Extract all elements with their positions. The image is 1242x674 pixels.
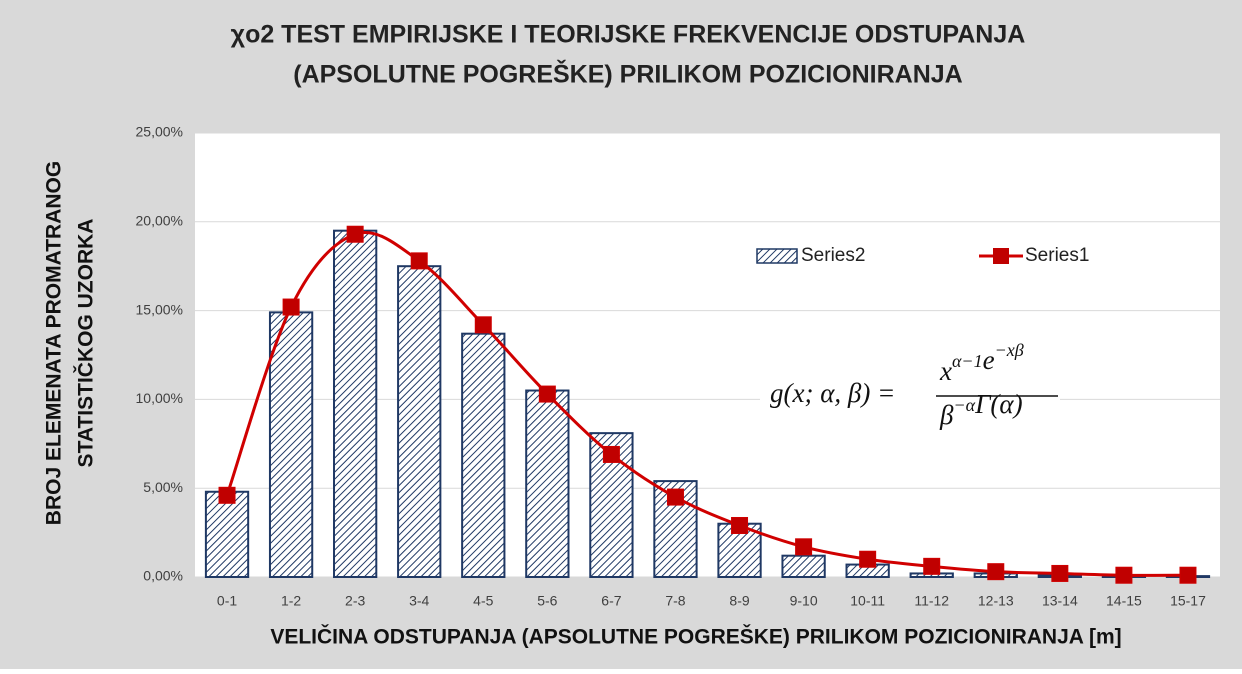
formula: g(x; α, β) =xα−1e−xββ−αΓ(α) <box>760 340 1060 442</box>
legend-label: Series1 <box>1025 245 1089 266</box>
x-tick-label: 4-5 <box>473 593 493 609</box>
formula-box <box>760 352 1060 442</box>
y-axis-title: BROJ ELEMENATA PROMATRANOG <box>43 161 66 525</box>
y-tick-label: 25,00% <box>136 124 183 140</box>
x-tick-label: 10-11 <box>850 593 885 609</box>
marker <box>1051 564 1069 582</box>
bar <box>781 554 826 578</box>
x-tick-label: 12-13 <box>978 593 1014 609</box>
x-axis-title: VELIČINA ODSTUPANJA (APSOLUTNE POGREŠKE)… <box>270 625 1121 649</box>
x-tick-label: 2-3 <box>345 593 365 609</box>
bar <box>333 229 378 578</box>
x-tick-label: 0-1 <box>217 593 237 609</box>
marker <box>731 516 749 534</box>
x-tick-label: 13-14 <box>1042 593 1078 609</box>
legend-swatch <box>756 248 798 264</box>
x-tick-label: 8-9 <box>729 593 749 609</box>
marker <box>1115 566 1133 584</box>
bar <box>461 332 506 578</box>
chart-title: χo2 TEST EMPIRIJSKE I TEORIJSKE FREKVENC… <box>231 21 1026 49</box>
math-sup: −xβ <box>995 340 1024 360</box>
x-tick-label: 14-15 <box>1106 593 1142 609</box>
marker <box>666 488 684 506</box>
legend-label: Series2 <box>801 245 865 266</box>
x-tick-label: 5-6 <box>537 593 557 609</box>
math-base: x <box>939 356 952 386</box>
marker <box>859 550 877 568</box>
y-tick-label: 5,00% <box>143 479 183 495</box>
marker <box>538 385 556 403</box>
marker <box>474 316 492 334</box>
x-tick-label: 3-4 <box>409 593 429 609</box>
y-tick-label: 20,00% <box>136 213 183 229</box>
marker <box>1179 566 1197 584</box>
y-tick-label: 10,00% <box>136 390 183 406</box>
x-tick-label: 7-8 <box>665 593 685 609</box>
formula-denominator: β−αΓ(α) <box>939 389 1023 430</box>
x-tick-label: 6-7 <box>601 593 621 609</box>
formula-lhs: g(x; α, β) = <box>770 378 895 408</box>
math-base: β <box>939 400 954 430</box>
math-base: e <box>983 345 995 375</box>
x-tick-label: 11-12 <box>914 593 949 609</box>
marker <box>410 252 428 270</box>
y-axis-title: STATISTIČKOG UZORKA <box>74 219 98 468</box>
x-tick-label: 9-10 <box>790 593 818 609</box>
bar <box>268 311 314 578</box>
marker <box>218 486 236 504</box>
math-sup: −α <box>953 395 975 415</box>
marker <box>795 538 813 556</box>
marker <box>282 298 300 316</box>
x-tick-label: 1-2 <box>281 593 301 609</box>
x-tick-label: 15-17 <box>1170 593 1206 609</box>
formula-numerator: xα−1e−xβ <box>939 340 1024 386</box>
marker <box>602 445 620 463</box>
bar <box>397 265 442 578</box>
bar <box>525 389 570 578</box>
math-base: Γ(α) <box>974 389 1023 419</box>
y-tick-label: 15,00% <box>136 301 183 317</box>
chart-title: (APSOLUTNE POGREŠKE) PRILIKOM POZICIONIR… <box>293 59 962 89</box>
y-tick-label: 0,00% <box>143 568 183 584</box>
marker <box>987 563 1005 581</box>
math-sup: α−1 <box>952 351 983 371</box>
legend-swatch <box>993 248 1009 264</box>
marker <box>923 557 941 575</box>
bar <box>204 490 250 579</box>
marker <box>346 225 364 243</box>
